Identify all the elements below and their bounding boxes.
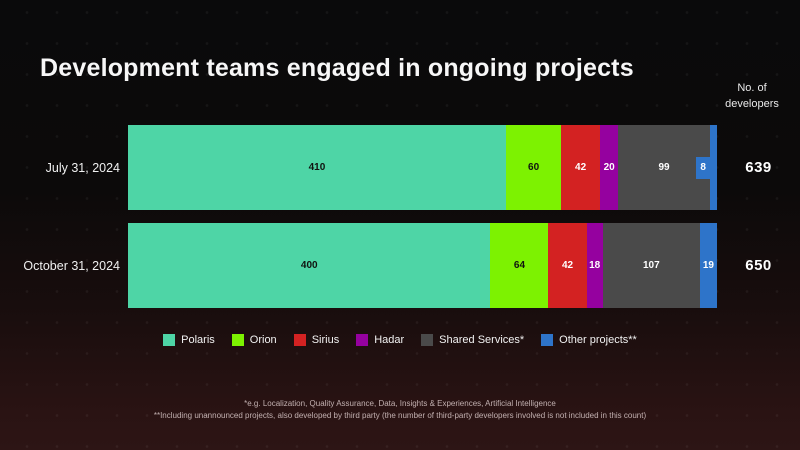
value-axis-label: No. of developers xyxy=(707,81,797,113)
row-total: 650 xyxy=(745,257,772,274)
bar-segment-other-projects: 8 xyxy=(695,125,718,210)
row-label: October 31, 2024 xyxy=(23,258,120,273)
bar-segment-hadar: 18 xyxy=(586,223,603,308)
bar-segment-sirius: 42 xyxy=(561,125,600,210)
legend-label: Hadar xyxy=(374,334,405,346)
segment-value: 107 xyxy=(642,260,660,271)
legend-swatch xyxy=(356,334,369,346)
legend-label: Other projects** xyxy=(559,334,637,346)
page-title: Development teams engaged in ongoing pro… xyxy=(40,53,634,82)
legend-swatch xyxy=(231,334,244,346)
segment-value: 20 xyxy=(603,162,615,173)
segment-value: 410 xyxy=(308,162,326,173)
bar-segment-shared-services: 99 xyxy=(618,125,710,210)
legend-item-orion: Orion xyxy=(231,334,277,346)
segment-value: 60 xyxy=(528,162,540,173)
bar-segment-sirius: 42 xyxy=(548,223,587,308)
stacked-bar: 410 60 42 20 99 8 xyxy=(128,125,718,210)
footnote-1: *e.g. Localization, Quality Assurance, D… xyxy=(244,399,556,408)
legend: Polaris Orion Sirius Hadar Shared Services* O… xyxy=(0,334,800,346)
stacked-bar: 400 64 42 18 107 19 xyxy=(128,223,718,308)
footnotes: *e.g. Localization, Quality Assurance, D… xyxy=(0,398,800,422)
segment-value: 42 xyxy=(575,162,587,173)
legend-label: Sirius xyxy=(311,334,340,346)
segment-value: 400 xyxy=(300,260,318,271)
bar-segment-shared-services: 107 xyxy=(602,223,700,308)
legend-swatch xyxy=(163,334,176,346)
bar-segment-polaris: 400 xyxy=(128,223,491,308)
legend-item-shared-services: Shared Services* xyxy=(421,334,524,346)
value-axis-label-line1: No. of xyxy=(737,82,767,94)
legend-label: Orion xyxy=(249,334,277,346)
legend-item-polaris: Polaris xyxy=(163,334,215,346)
segment-value: 18 xyxy=(589,260,601,271)
bar-segment-orion: 60 xyxy=(505,125,562,210)
legend-label: Shared Services* xyxy=(439,334,525,346)
bar-segment-other-projects: 19 xyxy=(699,223,718,308)
bar-segment-hadar: 20 xyxy=(599,125,619,210)
bar-row-july-31-2024: July 31, 2024 410 60 42 20 99 8 639 xyxy=(0,125,800,210)
row-label: July 31, 2024 xyxy=(45,160,120,175)
segment-value: 64 xyxy=(513,260,526,271)
bar-rows: July 31, 2024 410 60 42 20 99 8 639 October 31, … xyxy=(0,125,800,308)
legend-item-sirius: Sirius xyxy=(293,334,340,346)
segment-value: 8 xyxy=(695,156,711,179)
legend-swatch xyxy=(421,334,434,346)
legend-swatch xyxy=(541,334,554,346)
bar-segment-polaris: 410 xyxy=(128,125,506,210)
legend-item-other-projects: Other projects** xyxy=(541,334,637,346)
value-axis-label-line2: developers xyxy=(725,97,779,110)
segment-value: 42 xyxy=(561,260,574,271)
segment-value: 19 xyxy=(702,260,714,271)
bar-segment-orion: 64 xyxy=(490,223,549,308)
legend-item-hadar: Hadar xyxy=(356,334,404,346)
legend-swatch xyxy=(293,334,306,346)
bar-row-october-31-2024: October 31, 2024 400 64 42 18 107 19 650 xyxy=(0,223,800,308)
segment-value: 99 xyxy=(658,162,670,173)
legend-label: Polaris xyxy=(181,334,215,346)
row-total: 639 xyxy=(745,159,772,176)
footnote-2: **Including unannounced projects, also d… xyxy=(153,411,647,420)
